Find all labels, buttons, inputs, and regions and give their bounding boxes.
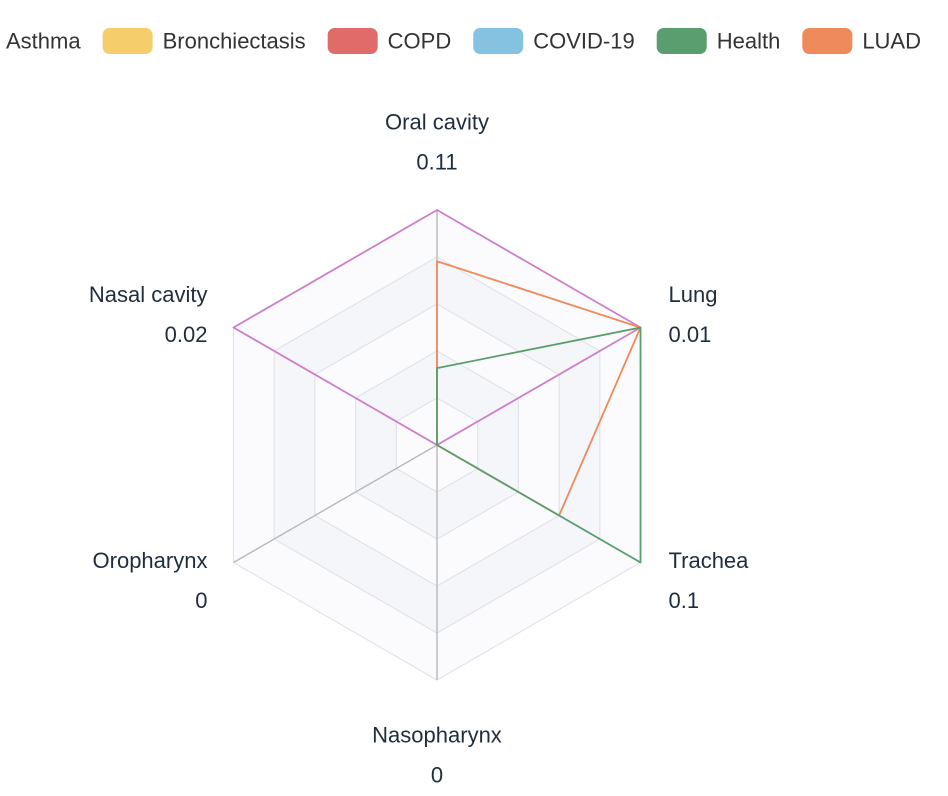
legend-item[interactable]: LUAD: [802, 28, 921, 54]
legend-item[interactable]: Bronchiectasis: [102, 28, 306, 54]
legend-swatch: [327, 28, 378, 54]
axis-name-label: Nasopharynx: [372, 723, 502, 748]
legend-item[interactable]: COVID-19: [473, 28, 635, 54]
legend-label: LUAD: [862, 29, 921, 54]
legend-label: COPD: [388, 29, 452, 54]
axis-name-label: Trachea: [669, 548, 750, 573]
legend-item[interactable]: COPD: [327, 28, 452, 54]
axis-max-label: 0: [431, 763, 443, 788]
legend-label: Health: [717, 29, 781, 54]
axis-max-label: 0.11: [416, 150, 457, 175]
legend-label: COVID-19: [533, 29, 634, 54]
axis-max-label: 0: [195, 588, 207, 613]
legend-item[interactable]: Asthma: [6, 29, 81, 54]
legend-swatch: [473, 28, 524, 54]
legend-swatch: [802, 28, 853, 54]
axis-max-label: 0.01: [669, 322, 712, 347]
axis-line: [233, 444, 438, 564]
axis-labels: Oral cavity 0.11 Lung 0.01 Trachea 0.1 Nasopha…: [89, 110, 749, 788]
legend-item[interactable]: Health: [656, 28, 781, 54]
axis-name-label: Oral cavity: [385, 110, 489, 135]
axis-name-label: Nasal cavity: [89, 282, 208, 307]
axis-name-label: Lung: [669, 282, 718, 307]
legend-label: Bronchiectasis: [163, 29, 306, 54]
legend-swatch: [656, 28, 707, 54]
legend: Asthma Bronchiectasis COPD COVID-19 Health LU…: [6, 28, 921, 54]
series-line: [436, 326, 642, 564]
axis-name-label: Oropharynx: [93, 548, 208, 573]
axis-max-label: 0.02: [165, 322, 208, 347]
axis-max-label: 0.1: [669, 588, 700, 613]
legend-swatch: [102, 28, 153, 54]
radar-series: [232, 209, 642, 564]
legend-label: Asthma: [6, 29, 81, 54]
